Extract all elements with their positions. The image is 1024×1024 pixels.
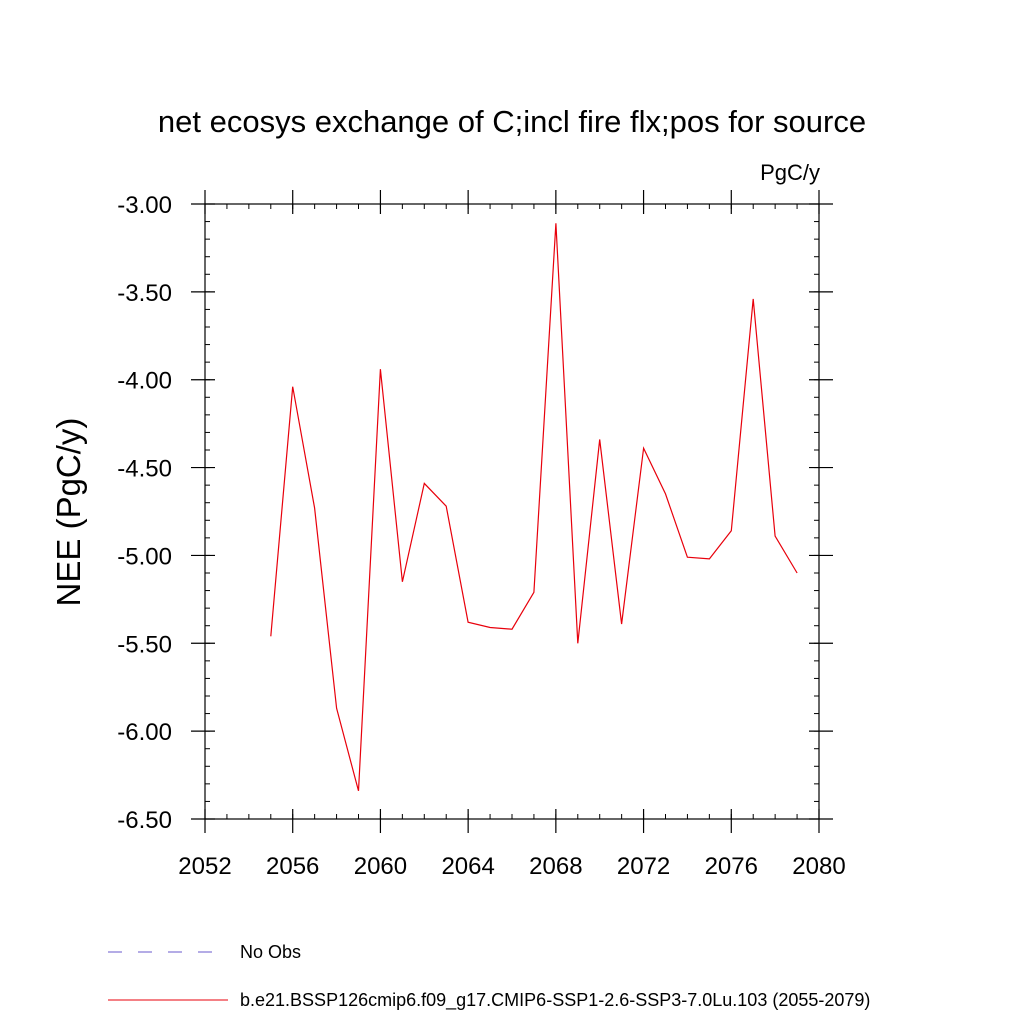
y-tick-label: -5.50 [117,631,172,658]
plot-frame [204,203,820,820]
y-tick-label: -6.50 [117,807,172,834]
x-tick-label: 2060 [354,853,407,880]
x-tick-label: 2052 [178,853,231,880]
legend-label: b.e21.BSSP126cmip6.f09_g17.CMIP6-SSP1-2.… [240,990,870,1011]
legend-label: No Obs [240,942,301,962]
x-tick-label: 2080 [792,853,845,880]
units-label: PgC/y [760,160,820,185]
chart-title: net ecosys exchange of C;incl fire flx;p… [158,104,866,139]
y-tick-label: -5.00 [117,543,172,570]
y-tick-label: -3.50 [117,280,172,307]
x-tick-label: 2056 [266,853,319,880]
x-tick-label: 2064 [441,853,494,880]
series-layer [270,223,798,792]
x-tick-label: 2072 [617,853,670,880]
x-tick-label: 2068 [529,853,582,880]
legend: No Obs b.e21.BSSP126cmip6.f09_g17.CMIP6-S… [108,942,870,1011]
y-tick-label: -4.50 [117,456,172,483]
y-axis-label: NEE (PgC/y) [50,418,87,607]
axis-ticks: 2052 2056 2060 2064 2068 2072 2076 2080 -3.00 -3.… [117,190,846,880]
y-tick-label: -4.00 [117,368,172,395]
y-tick-label: -3.00 [117,192,172,219]
series-line [270,223,798,792]
x-tick-label: 2076 [705,853,758,880]
y-tick-label: -6.00 [117,719,172,746]
